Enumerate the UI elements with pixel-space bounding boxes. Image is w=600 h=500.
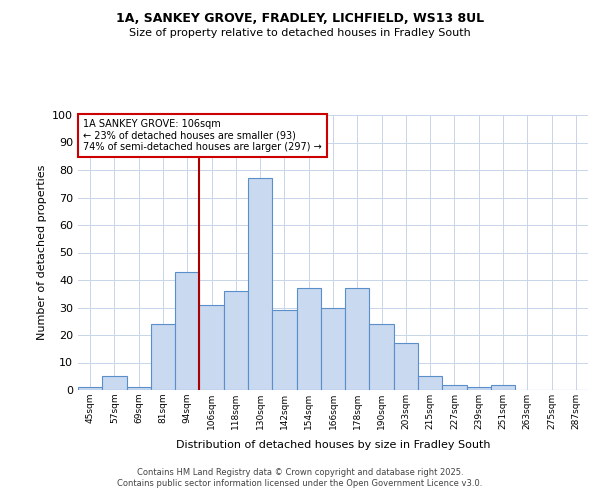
Y-axis label: Number of detached properties: Number of detached properties <box>37 165 47 340</box>
Bar <box>370 324 394 390</box>
Bar <box>442 384 467 390</box>
Text: 1A, SANKEY GROVE, FRADLEY, LICHFIELD, WS13 8UL: 1A, SANKEY GROVE, FRADLEY, LICHFIELD, WS… <box>116 12 484 26</box>
Bar <box>418 376 442 390</box>
Text: Size of property relative to detached houses in Fradley South: Size of property relative to detached ho… <box>129 28 471 38</box>
Bar <box>78 387 102 390</box>
Bar <box>296 288 321 390</box>
Bar <box>127 387 151 390</box>
Bar <box>102 376 127 390</box>
Bar <box>467 387 491 390</box>
Bar <box>224 291 248 390</box>
Bar <box>321 308 345 390</box>
Bar <box>151 324 175 390</box>
Text: 1A SANKEY GROVE: 106sqm
← 23% of detached houses are smaller (93)
74% of semi-de: 1A SANKEY GROVE: 106sqm ← 23% of detache… <box>83 119 322 152</box>
Bar <box>199 304 224 390</box>
Bar <box>491 384 515 390</box>
Bar <box>248 178 272 390</box>
Bar <box>394 343 418 390</box>
Text: Contains HM Land Registry data © Crown copyright and database right 2025.
Contai: Contains HM Land Registry data © Crown c… <box>118 468 482 487</box>
Bar <box>175 272 199 390</box>
Bar <box>272 310 296 390</box>
Bar <box>345 288 370 390</box>
X-axis label: Distribution of detached houses by size in Fradley South: Distribution of detached houses by size … <box>176 440 490 450</box>
